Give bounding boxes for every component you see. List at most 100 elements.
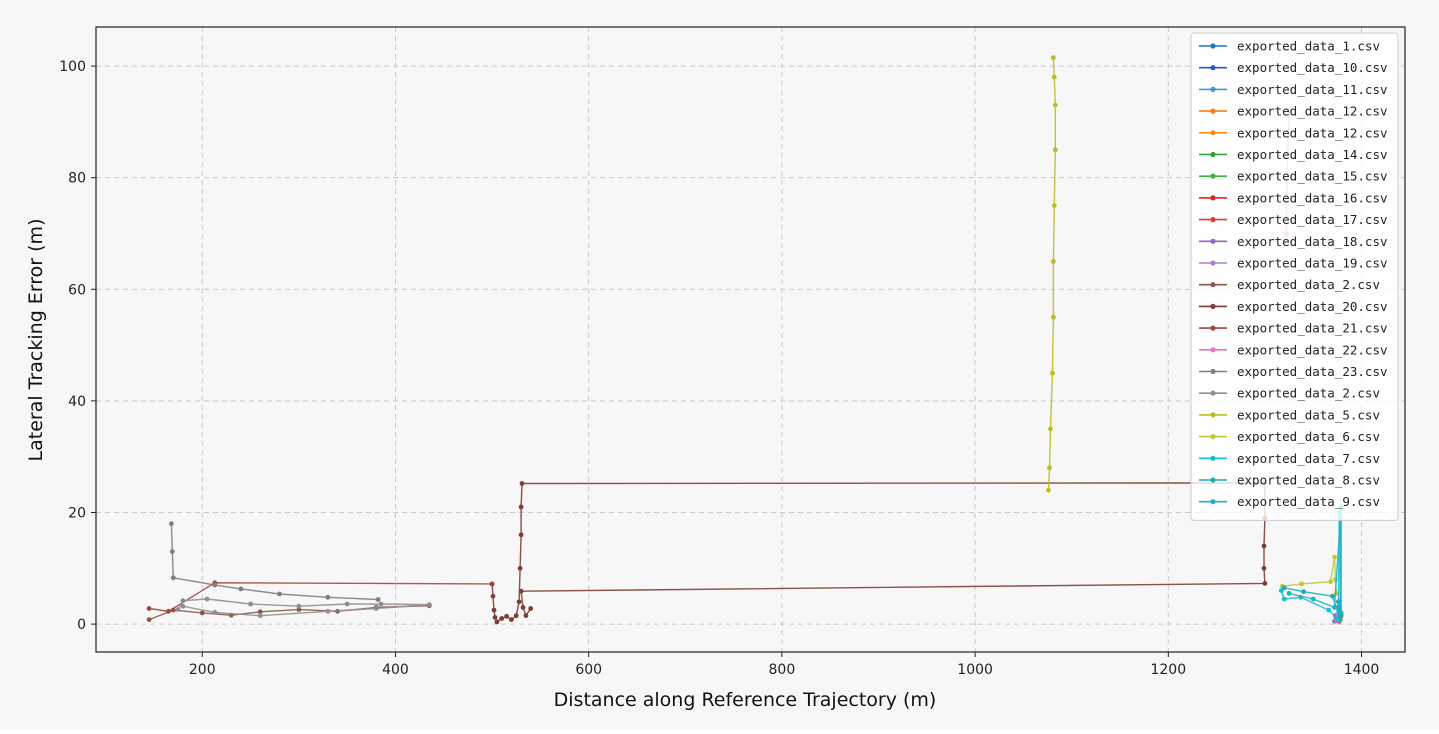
- legend-item: exported_data_9.csv: [1199, 494, 1380, 509]
- legend-label: exported_data_17.csv: [1237, 212, 1388, 227]
- series-line: [149, 582, 493, 612]
- legend-item: exported_data_11.csv: [1199, 82, 1388, 97]
- data-point: [146, 617, 152, 622]
- x-tick-label: 800: [769, 662, 796, 678]
- data-point: [378, 601, 384, 607]
- legend-item: exported_data_1.csv: [1199, 39, 1380, 54]
- data-point: [1051, 203, 1057, 209]
- legend: exported_data_1.csv exported_data_10.csve…: [1190, 32, 1399, 521]
- legend-label: exported_data_10.csv: [1237, 60, 1388, 75]
- data-point: [492, 615, 498, 620]
- data-point: [1286, 591, 1292, 596]
- legend-label: exported_data_23.csv: [1237, 364, 1388, 379]
- legend-label: exported_data_12.csv: [1237, 104, 1388, 119]
- legend-item: exported_data_21.csv: [1199, 321, 1388, 336]
- y-tick-label: 20: [68, 505, 86, 521]
- data-point: [517, 565, 523, 571]
- data-point: [175, 607, 181, 612]
- y-axis-title: Lateral Tracking Error (m): [25, 219, 47, 462]
- gridlines: [96, 27, 1405, 652]
- data-point: [513, 613, 519, 619]
- legend-swatch-marker: [1210, 65, 1216, 71]
- data-point: [1262, 581, 1268, 586]
- data-point: [1051, 259, 1056, 264]
- data-point: [1326, 607, 1332, 613]
- legend-label: exported_data_7.csv: [1237, 451, 1380, 466]
- data-point: [169, 521, 174, 527]
- legend-item: exported_data_12.csv: [1199, 104, 1388, 119]
- data-point: [257, 613, 263, 619]
- x-tick-label: 1200: [1150, 662, 1186, 678]
- legend-label: exported_data_5.csv: [1237, 407, 1380, 422]
- data-point: [169, 549, 175, 554]
- series-16: [169, 521, 381, 602]
- data-point: [1281, 596, 1287, 602]
- legend-swatch-marker: [1210, 303, 1216, 309]
- data-point: [494, 619, 500, 625]
- legend-label: exported_data_22.csv: [1237, 342, 1388, 357]
- legend-swatch-marker: [1210, 455, 1216, 461]
- axes-frame: [95, 26, 1406, 653]
- data-point: [248, 601, 254, 607]
- legend-item: exported_data_18.csv: [1199, 234, 1388, 249]
- series-layer: [146, 55, 1344, 625]
- data-point: [518, 532, 524, 538]
- data-point: [1261, 565, 1267, 571]
- data-point: [1281, 585, 1287, 591]
- y-tick-label: 100: [59, 59, 86, 75]
- legend-swatch-marker: [1210, 368, 1216, 375]
- data-point: [1261, 543, 1267, 549]
- legend-label: exported_data_21.csv: [1237, 321, 1388, 336]
- series-18: [1046, 55, 1058, 493]
- plot-background: [96, 27, 1405, 652]
- data-point: [489, 581, 495, 587]
- series-21: [1281, 515, 1343, 621]
- data-point: [180, 603, 186, 609]
- data-point: [518, 588, 524, 594]
- data-point: [1299, 581, 1304, 587]
- legend-item: exported_data_22.csv: [1199, 342, 1388, 357]
- data-point: [277, 591, 282, 597]
- legend-item: exported_data_17.csv: [1199, 212, 1388, 227]
- data-point: [180, 598, 186, 604]
- data-point: [1332, 605, 1337, 610]
- legend-item: exported_data_23.csv: [1199, 364, 1388, 379]
- legend-swatch-marker: [1210, 195, 1216, 201]
- legend-label: exported_data_9.csv: [1237, 494, 1380, 509]
- legend-box: [1190, 32, 1399, 521]
- legend-swatch-marker: [1210, 477, 1216, 483]
- data-point: [375, 597, 381, 602]
- legend-label: exported_data_18.csv: [1237, 234, 1388, 249]
- x-tick-label: 1400: [1344, 662, 1380, 678]
- series-line: [170, 523, 379, 601]
- legend-swatch-marker: [1210, 434, 1216, 440]
- legend-item: exported_data_15.csv: [1199, 169, 1388, 184]
- legend-label: exported_data_6.csv: [1237, 429, 1380, 444]
- legend-item: exported_data_12.csv: [1199, 125, 1388, 140]
- legend-item: exported_data_14.csv: [1199, 147, 1388, 162]
- data-point: [212, 582, 218, 588]
- legend-label: exported_data_16.csv: [1237, 190, 1388, 205]
- data-point: [1301, 589, 1306, 595]
- data-point: [519, 481, 525, 486]
- x-tick-label: 400: [382, 662, 409, 678]
- legend-label: exported_data_8.csv: [1237, 473, 1380, 488]
- x-tick-label: 1000: [957, 662, 993, 678]
- y-tick-label: 40: [68, 394, 86, 410]
- data-point: [491, 607, 497, 613]
- data-point: [1051, 314, 1056, 320]
- data-point: [523, 613, 529, 619]
- legend-label: exported_data_11.csv: [1237, 82, 1388, 97]
- legend-swatch-marker: [1210, 108, 1216, 114]
- data-point: [325, 594, 331, 600]
- data-point: [257, 609, 263, 615]
- legend-label: exported_data_19.csv: [1237, 256, 1388, 271]
- data-point: [490, 593, 496, 599]
- data-point: [238, 586, 244, 592]
- legend-item: exported_data_20.csv: [1199, 299, 1388, 314]
- legend-label: exported_data_14.csv: [1237, 147, 1388, 162]
- data-point: [520, 605, 526, 610]
- legend-item: exported_data_6.csv: [1199, 429, 1380, 444]
